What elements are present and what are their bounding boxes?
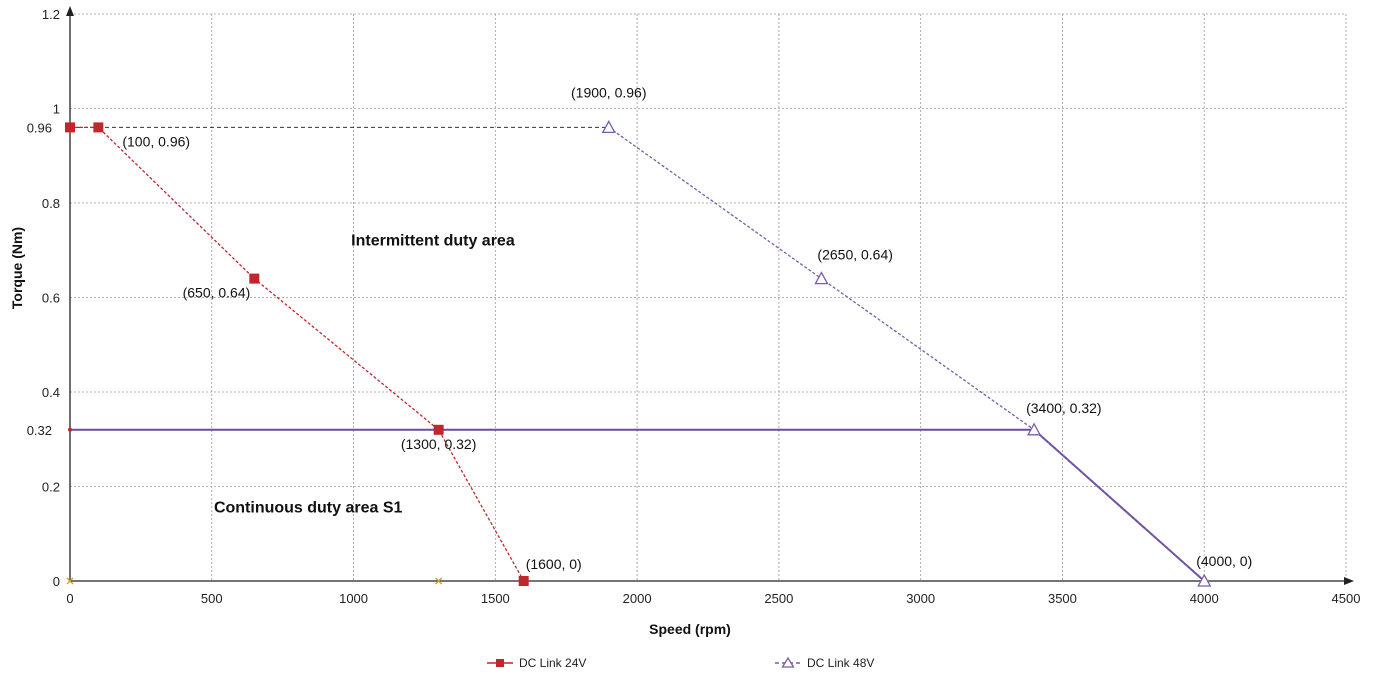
- y-axis-arrow: [66, 6, 74, 16]
- data-point-48v: [1197, 573, 1212, 587]
- legend-marker-48v: [781, 656, 795, 668]
- intermittent-area-label: Intermittent duty area: [351, 233, 515, 250]
- x-tick-label: 2000: [623, 591, 652, 606]
- data-label: (1300, 0.32): [401, 436, 477, 452]
- data-point-48v: [601, 120, 616, 134]
- legend-label-24v: DC Link 24V: [519, 656, 586, 670]
- reference-line-start-dot: [68, 427, 72, 432]
- data-point-48v: [1026, 422, 1042, 436]
- baseline-marker: [66, 577, 74, 585]
- x-tick-label: 4000: [1190, 591, 1219, 606]
- data-point-24v: [249, 273, 260, 284]
- x-axis-title: Speed (rpm): [649, 621, 731, 637]
- y-tick-label: 0.4: [42, 385, 60, 400]
- continuous-area-label: Continuous duty area S1: [214, 499, 403, 516]
- y-tick-label: 1: [53, 102, 60, 117]
- y-tick-label: 0: [53, 574, 60, 589]
- x-tick-label: 500: [201, 591, 223, 606]
- y-tick-label: 0.6: [42, 291, 60, 306]
- data-label: (1600, 0): [526, 556, 582, 572]
- data-point-48v: [814, 271, 829, 285]
- series-line-1: [608, 126, 1205, 582]
- data-point-24v: [93, 122, 104, 133]
- y-tick-label: 1.2: [42, 7, 60, 22]
- data-point-24v: [65, 122, 75, 133]
- data-point-24v: [433, 424, 444, 435]
- x-axis-arrow: [1344, 577, 1354, 585]
- data-point-24v: [518, 576, 529, 586]
- data-label: (4000, 0): [1196, 553, 1252, 569]
- data-label: (3400, 0.32): [1026, 400, 1102, 416]
- legend-marker-24v: [496, 659, 504, 667]
- data-label: (650, 0.64): [183, 285, 251, 301]
- x-tick-label: 3500: [1048, 591, 1077, 606]
- y-tick-label: 0.8: [42, 196, 60, 211]
- point-labels: (100, 0.96) (650, 0.64) (1300, 0.32) (1600,…: [122, 84, 1252, 572]
- x-tick-label: 4500: [1332, 591, 1361, 606]
- legend-item-24v: DC Link 24V: [487, 656, 586, 670]
- series: [65, 120, 1212, 587]
- data-label: (1900, 0.96): [571, 84, 647, 100]
- grid: [70, 13, 1347, 581]
- x-tick-label: 3000: [906, 591, 935, 606]
- x-tick-label: 0: [66, 591, 73, 606]
- y-extra-tick-label: 0.96: [27, 120, 52, 135]
- axes: 0 500 1000 1500 2000 2500 3000 3500 4000 4500 0 0.2…: [27, 6, 1361, 606]
- y-axis-title: Torque (Nm): [9, 227, 25, 309]
- legend-label-48v: DC Link 48V: [807, 656, 874, 670]
- data-label: (100, 0.96): [122, 133, 190, 149]
- x-tick-label: 1500: [481, 591, 510, 606]
- legend: DC Link 24V DC Link 48V: [487, 656, 874, 670]
- legend-item-48v: DC Link 48V: [775, 656, 874, 670]
- x-tick-label: 2500: [764, 591, 793, 606]
- x-tick-label: 1000: [339, 591, 368, 606]
- baseline-marker: [435, 577, 443, 585]
- data-label: (2650, 0.64): [817, 247, 893, 263]
- y-extra-tick-label: 0.32: [27, 423, 52, 438]
- y-tick-label: 0.2: [42, 480, 60, 495]
